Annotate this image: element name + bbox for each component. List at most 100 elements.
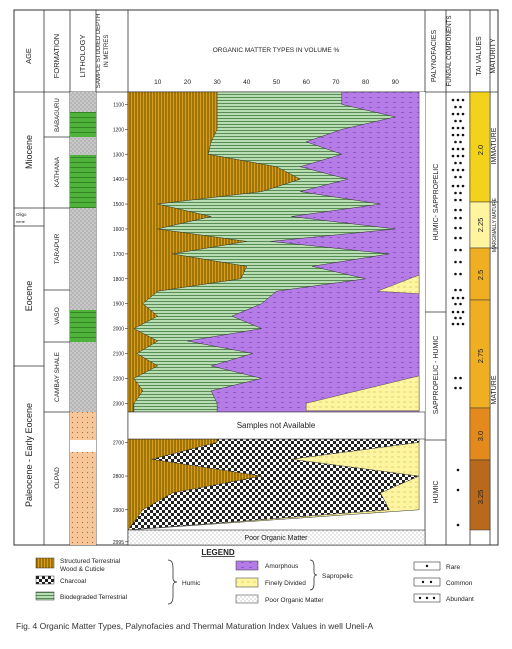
tai-2.5: 2.5 <box>476 270 485 280</box>
fungal-dot <box>456 126 460 130</box>
fungal-dot <box>461 310 465 314</box>
tai-3.25: 3.25 <box>476 490 485 505</box>
fungal-dot <box>456 147 460 151</box>
tai-2.75: 2.75 <box>476 349 485 364</box>
legend-title: LEGEND <box>201 548 235 557</box>
legend-swatch-biodegraded <box>35 591 55 601</box>
formation-vaso: VASO <box>54 307 61 325</box>
fungal-dot <box>451 154 455 158</box>
x-tick-label: 90 <box>392 79 400 86</box>
fungal-dot <box>454 236 457 240</box>
fungal-dot <box>451 112 455 116</box>
header-formation: FORMATION <box>52 34 61 78</box>
legend-swatch-structured <box>35 557 55 569</box>
depth-tick-label: 1800 <box>113 277 124 283</box>
x-tick-label: 30 <box>213 79 221 86</box>
samples-not-available-band <box>127 411 426 440</box>
legend-swatch-amorphous <box>235 560 259 571</box>
header-sample: SAMPLE STUDIED DEPTH IN METRES <box>96 13 110 89</box>
depth-tick-label: 2800 <box>113 474 124 480</box>
depth-tick-label: 1900 <box>113 302 124 308</box>
legend-humic: Humic <box>182 580 201 587</box>
depth-tick-label: 2100 <box>113 351 124 357</box>
poor-organic-label: Poor Organic Matter <box>244 535 308 542</box>
depth-axis: 1100 1200 1300 1400 1500 1600 1700 1800 1900 2000… <box>113 102 128 546</box>
fungal-dot <box>456 98 460 102</box>
maturity-mature: MATURE <box>491 375 498 404</box>
depth-tick-label: 2995 <box>113 540 124 546</box>
fungal-dot <box>451 147 455 151</box>
fungal-dot <box>459 208 462 212</box>
age-column: Miocene Oligo nene Eocene Paleocene - Ea… <box>14 135 44 507</box>
fungal-dot <box>461 126 465 130</box>
fungal-dot <box>456 133 460 137</box>
fungal-dot <box>459 302 462 306</box>
depth-tick-label: 1500 <box>113 202 124 208</box>
tai-cell <box>469 459 491 531</box>
fungal-dot <box>461 184 465 188</box>
depth-tick-label: 2000 <box>113 327 124 333</box>
fungal-dot <box>459 175 462 179</box>
legend-swatch-poor <box>235 594 259 604</box>
legend-swatch-charcoal <box>35 575 55 585</box>
formation-olpad: OLPAD <box>54 467 61 489</box>
fungal-dot <box>451 168 455 172</box>
tai-2.25: 2.25 <box>476 218 485 233</box>
formation-kathana: KATHANA <box>54 156 61 187</box>
fungal-dot <box>456 468 460 472</box>
fungal-dot <box>454 272 457 276</box>
age-oligocene-sub: nene <box>16 219 26 224</box>
fungal-dot <box>451 184 455 188</box>
formation-column <box>44 136 70 413</box>
tai-3.0: 3.0 <box>476 431 485 441</box>
chart-title: ORGANIC MATTER TYPES IN VOLUME % <box>213 47 340 54</box>
header-maturity: MATURITY <box>490 38 497 74</box>
fungal-dot <box>459 316 462 320</box>
fungal-dot <box>451 133 455 137</box>
age-oligocene: Oligo <box>16 212 27 217</box>
maturity-dividers <box>490 201 498 249</box>
legend: LEGEND Structured Terrestrial Wood & Cut… <box>35 548 474 605</box>
fungal-dot <box>454 226 457 230</box>
fungal-dot <box>456 322 460 326</box>
fungal-dot <box>456 296 460 300</box>
x-tick-label: 80 <box>362 79 370 86</box>
fungal-dot <box>461 133 465 137</box>
legend-abundant: Abundant <box>446 596 474 603</box>
palynofacies-humic: HUMIC <box>433 481 440 504</box>
legend-rare: Rare <box>446 564 460 571</box>
legend-poor: Poor Organic Matter <box>265 597 324 604</box>
fungal-dot <box>456 184 460 188</box>
fungal-dot <box>459 386 462 390</box>
fungal-dot <box>454 248 457 252</box>
fungal-dot <box>454 288 457 292</box>
palynofacies-column <box>425 311 446 441</box>
header-lithology: LITHOLOGY <box>78 35 87 78</box>
header-tai: TAI VALUES <box>476 36 483 76</box>
fungal-dot <box>451 98 455 102</box>
fungal-dot <box>459 119 462 123</box>
header-palynofacies: PALYNOFACIES <box>431 30 438 83</box>
fungal-dot <box>459 260 462 264</box>
age-eocene: Eocene <box>24 281 34 312</box>
tai-column <box>469 91 491 531</box>
fungal-dot <box>454 198 457 202</box>
legend-swatch-common <box>413 577 441 587</box>
depth-tick-label: 2700 <box>113 440 124 446</box>
lower-area-charcoal <box>127 438 420 531</box>
legend-amorphous: Amorphous <box>265 563 299 570</box>
depth-tick-label: 1600 <box>113 227 124 233</box>
legend-common: Common <box>446 580 473 587</box>
x-tick-label: 60 <box>303 79 311 86</box>
fungal-dot <box>454 175 457 179</box>
x-tick-label: 10 <box>154 79 162 86</box>
fungal-dot <box>454 119 457 123</box>
lithology-column <box>69 92 97 545</box>
fungal-dot <box>459 236 462 240</box>
fungal-dot <box>454 161 457 165</box>
fungal-dot <box>459 161 462 165</box>
fungal-dot <box>454 208 457 212</box>
fungal-dot <box>461 322 465 326</box>
fungal-dot <box>459 105 462 109</box>
x-axis: 10 20 30 40 50 60 70 80 90 <box>154 79 399 86</box>
